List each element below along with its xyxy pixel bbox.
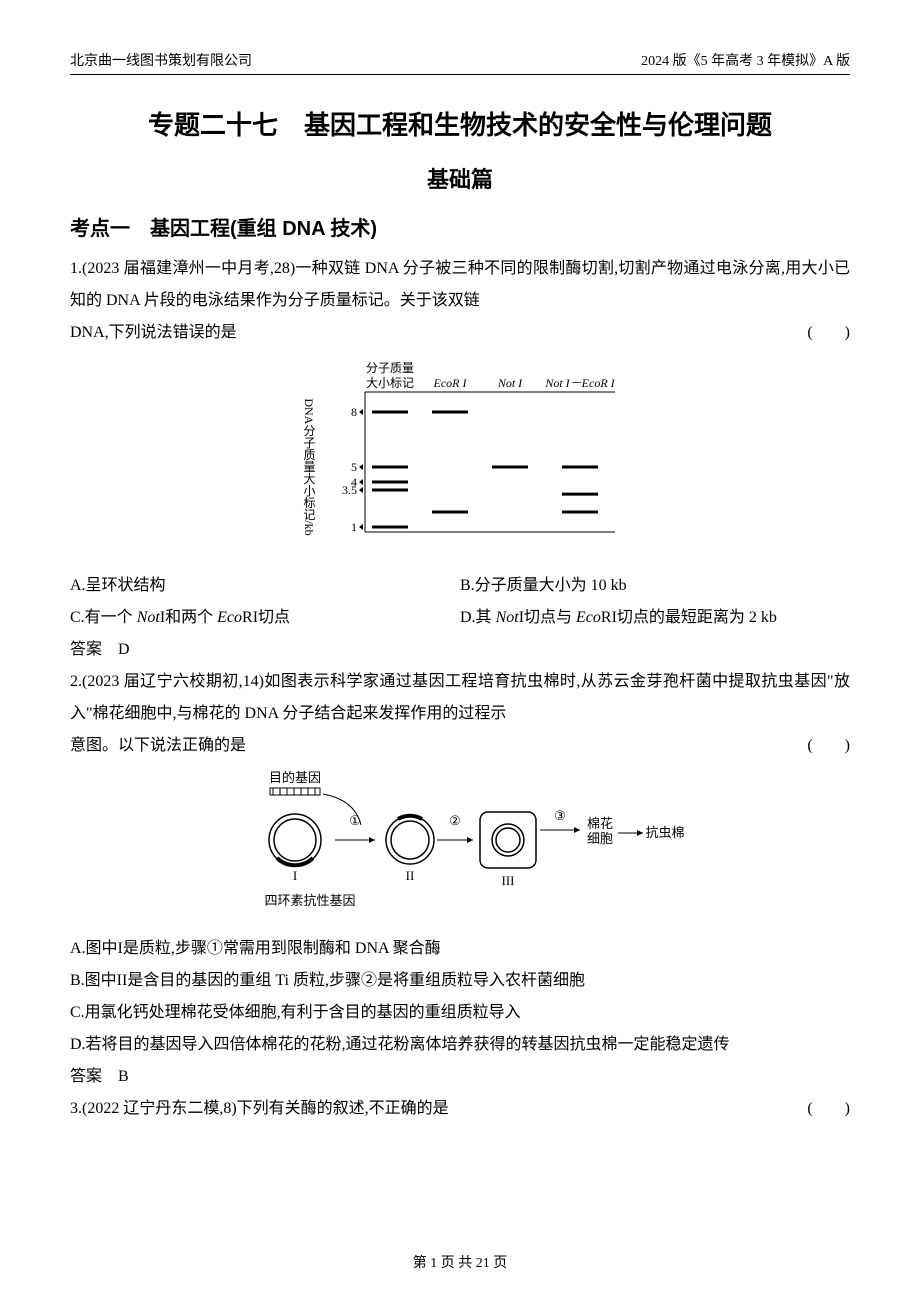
svg-text:Not I: Not I xyxy=(497,376,523,390)
q1-paren: ( ) xyxy=(787,318,850,342)
q2-opt-b: B.图中II是含目的基因的重组 Ti 质粒,步骤②是将重组质粒导入农杆菌细胞 xyxy=(70,965,850,997)
q2-paren: ( ) xyxy=(787,731,850,755)
q2-stem-tail: 意图。以下说法正确的是 xyxy=(70,730,246,762)
q2-answer: 答案 B xyxy=(70,1061,850,1093)
page-title: 专题二十七 基因工程和生物技术的安全性与伦理问题 xyxy=(70,105,850,142)
svg-text:3.5: 3.5 xyxy=(342,483,357,497)
svg-text:四环素抗性基因: 四环素抗性基因 xyxy=(264,893,355,908)
svg-text:①: ① xyxy=(349,813,361,828)
svg-text:细胞: 细胞 xyxy=(587,831,613,846)
gel-electrophoresis-diagram: DNA分子质量大小标记/kb 分子质量大小标记 EcoR I Not I Not I－E… xyxy=(295,357,625,557)
q1-opt-b: B.分子质量大小为 10 kb xyxy=(460,570,850,602)
q2-opt-a: A.图中I是质粒,步骤①常需用到限制酶和 DNA 聚合酶 xyxy=(70,933,850,965)
svg-text:②: ② xyxy=(449,813,461,828)
svg-text:III: III xyxy=(502,873,515,888)
svg-text:棉花: 棉花 xyxy=(587,816,613,831)
header-left: 北京曲一线图书策划有限公司 xyxy=(70,50,252,70)
svg-text:③: ③ xyxy=(554,808,566,823)
svg-text:8: 8 xyxy=(351,405,357,419)
page-subtitle: 基础篇 xyxy=(70,162,850,194)
q1-opt-a: A.呈环状结构 xyxy=(70,570,460,602)
svg-text:DNA分子质量大小标记/kb: DNA分子质量大小标记/kb xyxy=(302,398,316,535)
q1-stem: 1.(2023 届福建漳州一中月考,28)一种双链 DNA 分子被三种不同的限制… xyxy=(70,253,850,317)
q2-opt-d: D.若将目的基因导入四倍体棉花的花粉,通过花粉离体培养获得的转基因抗虫棉一定能稳… xyxy=(70,1029,850,1061)
svg-text:分子质量: 分子质量 xyxy=(366,361,414,375)
q2-opt-c: C.用氯化钙处理棉花受体细胞,有利于含目的基因的重组质粒导入 xyxy=(70,997,850,1029)
page-footer: 第 1 页 共 21 页 xyxy=(0,1252,920,1272)
q3-paren: ( ) xyxy=(787,1094,850,1118)
svg-text:Not I－EcoR I: Not I－EcoR I xyxy=(544,376,615,390)
q1-options-row2: C.有一个 NotI和两个 EcoRI切点 D.其 NotI切点与 EcoRI切… xyxy=(70,602,850,634)
page-header: 北京曲一线图书策划有限公司 2024 版《5 年高考 3 年模拟》A 版 xyxy=(70,50,850,75)
svg-text:EcoR I: EcoR I xyxy=(433,376,468,390)
q1-options-row1: A.呈环状结构 B.分子质量大小为 10 kb xyxy=(70,570,850,602)
q1-stem-tail: DNA,下列说法错误的是 xyxy=(70,317,237,349)
q1-opt-d: D.其 NotI切点与 EcoRI切点的最短距离为 2 kb xyxy=(460,602,850,634)
svg-text:大小标记: 大小标记 xyxy=(366,376,414,390)
svg-text:I: I xyxy=(293,868,297,883)
q1-gel-figure: DNA分子质量大小标记/kb 分子质量大小标记 EcoR I Not I Not I－E… xyxy=(70,357,850,562)
header-right: 2024 版《5 年高考 3 年模拟》A 版 xyxy=(641,50,850,70)
section-heading-1: 考点一 基因工程(重组 DNA 技术) xyxy=(70,212,850,241)
svg-text:II: II xyxy=(406,868,415,883)
plasmid-process-diagram: 目的基因 I 四环素抗性基因 ① II ② III ③ 棉花细胞 抗虫棉 xyxy=(235,770,685,920)
q1-opt-c: C.有一个 NotI和两个 EcoRI切点 xyxy=(70,602,460,634)
svg-text:5: 5 xyxy=(351,460,357,474)
svg-text:抗虫棉: 抗虫棉 xyxy=(645,825,684,840)
svg-text:1: 1 xyxy=(351,520,357,534)
q3-stem: 3.(2022 辽宁丹东二模,8)下列有关酶的叙述,不正确的是 xyxy=(70,1093,449,1125)
q1-answer: 答案 D xyxy=(70,634,850,666)
q2-stem: 2.(2023 届辽宁六校期初,14)如图表示科学家通过基因工程培育抗虫棉时,从… xyxy=(70,666,850,730)
svg-text:目的基因: 目的基因 xyxy=(269,770,321,785)
q2-diagram-figure: 目的基因 I 四环素抗性基因 ① II ② III ③ 棉花细胞 抗虫棉 xyxy=(70,770,850,925)
